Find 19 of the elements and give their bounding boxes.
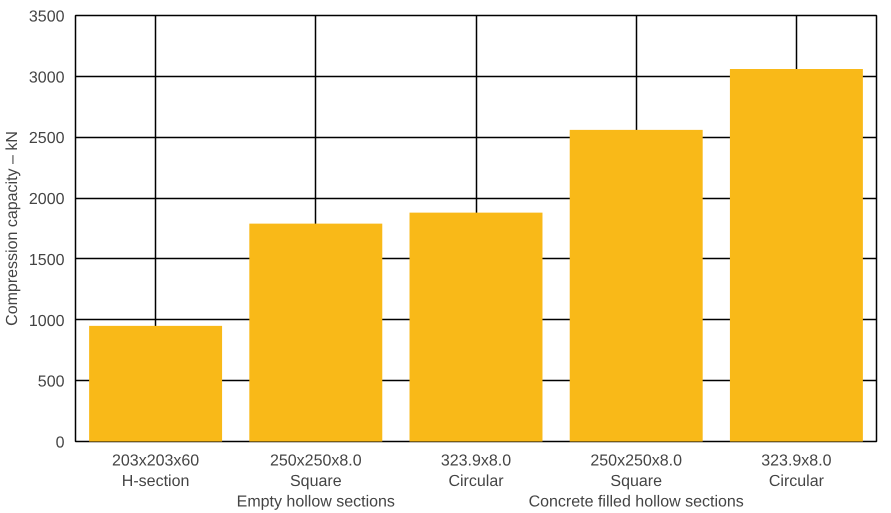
y-tick-label: 0 (56, 434, 65, 452)
x-tick-label: 323.9x8.0 Circular (440, 452, 512, 490)
bar (570, 130, 703, 442)
y-tick-label: 500 (38, 374, 65, 391)
y-tick-label: 1000 (28, 312, 65, 330)
bar (410, 212, 542, 442)
x-tick-label: 250x250x8.0 Square Empty hollow sections (236, 452, 395, 510)
bar (249, 224, 382, 442)
y-tick-label: 3000 (28, 69, 65, 86)
bar (89, 326, 222, 442)
bar (730, 69, 863, 442)
y-tick-label: 1500 (28, 252, 65, 269)
x-tick-label: 323.9x8.0 Circular (761, 452, 832, 490)
y-tick-label: 3500 (28, 8, 65, 26)
x-tick-label: 203x203x60 H-section (112, 452, 200, 490)
x-tick-label: 250x250x8.0 Square Concrete filled hollow sections (528, 452, 744, 510)
y-tick-label: 2500 (28, 130, 65, 148)
y-axis-title: Compression capacity – kN (4, 131, 21, 326)
y-tick-label: 2000 (28, 191, 65, 208)
